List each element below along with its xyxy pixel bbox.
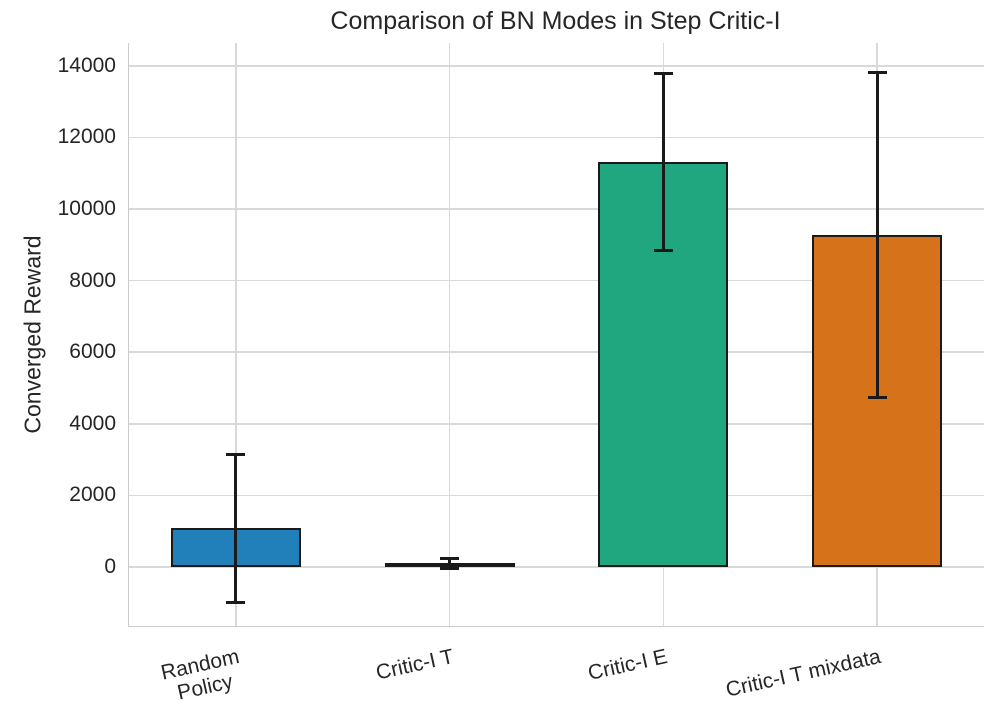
y-tick-label: 8000 [69,268,116,292]
y-tick-label: 12000 [57,125,116,149]
error-bar-cap-top [867,70,887,74]
y-tick-label: 2000 [69,483,116,507]
error-bar-line [661,72,665,251]
error-bar-cap-top [653,71,673,75]
error-bar-cap-top [226,452,246,456]
plot-area [128,43,984,627]
error-bar-line [875,71,879,398]
y-tick-label: 4000 [69,411,116,435]
y-tick-label: 6000 [69,340,116,364]
gridline-vertical [448,43,451,626]
error-bar-cap-bottom [440,566,460,570]
gridline-vertical [235,43,237,626]
gridline-horizontal [129,65,984,67]
y-tick-label: 14000 [57,53,116,77]
chart-title: Comparison of BN Modes in Step Critic-I [330,7,781,35]
error-bar-cap-bottom [226,600,246,604]
y-tick-label: 0 [104,554,116,578]
error-bar-line [234,453,238,603]
x-tick-label: Critic-I T [373,645,456,685]
x-tick-label: Random Policy [159,645,242,705]
y-tick-label: 10000 [57,197,116,221]
x-tick-label: Critic-I E [585,645,670,685]
error-bar-cap-bottom [867,395,887,399]
error-bar-cap-top [440,557,460,560]
gridline-horizontal [129,566,984,568]
gridline-horizontal [129,423,984,425]
gridline-horizontal [129,136,984,139]
gridline-horizontal [129,494,984,497]
gridline-horizontal [129,208,984,210]
error-bar-cap-bottom [653,248,673,252]
gridline-horizontal [129,279,984,282]
gridline-horizontal [129,351,984,353]
error-bar-line [448,558,452,569]
x-tick-label: Critic-I T mixdata [723,645,884,702]
